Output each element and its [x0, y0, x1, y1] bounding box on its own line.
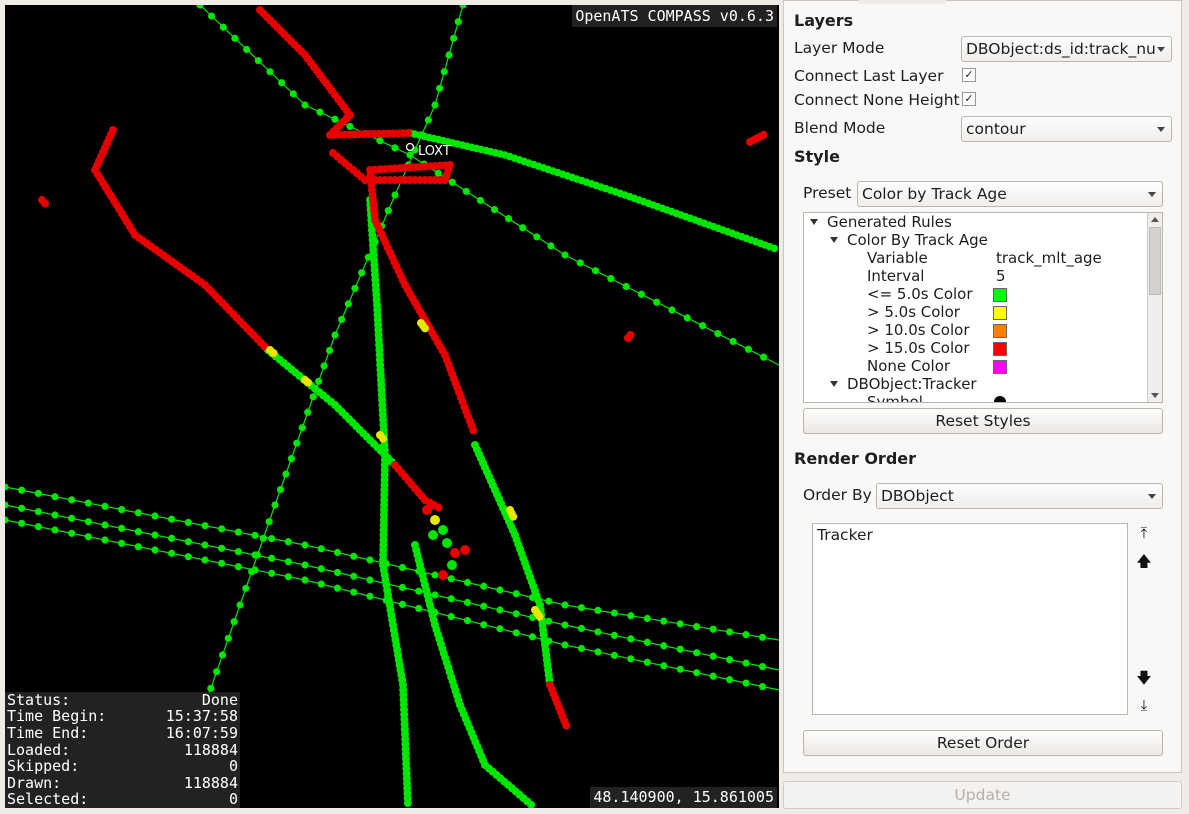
- track-green: [264, 346, 396, 466]
- chevron-down-icon: [1157, 127, 1165, 132]
- expand-arrow-icon[interactable]: [810, 219, 818, 225]
- tree-item-interval-value[interactable]: 5: [996, 267, 1006, 285]
- track-green-sparse: [5, 501, 779, 671]
- track-red: [256, 6, 413, 139]
- track-green-sparse: [204, 5, 467, 706]
- status-row: Time End: 16:07:59: [7, 724, 238, 743]
- track-yellow: [531, 606, 544, 621]
- tree-item-interval-label: Interval: [867, 267, 925, 285]
- track-green: [411, 541, 536, 808]
- tree-scrollbar[interactable]: [1147, 213, 1162, 402]
- scroll-up-icon[interactable]: [1151, 217, 1159, 222]
- preset-select[interactable]: Color by Track Age: [857, 181, 1163, 207]
- tree-item-color-by-track-age[interactable]: Color By Track Age: [847, 231, 988, 249]
- status-row: Selected: 0: [7, 790, 238, 808]
- scroll-down-icon[interactable]: [1151, 393, 1159, 398]
- layer-mode-value: DBObject:ds_id:track_nu: [966, 40, 1156, 58]
- tree-item-variable-value[interactable]: track_mlt_age: [996, 249, 1102, 267]
- track-yellow: [506, 506, 518, 521]
- order-by-select[interactable]: DBObject: [876, 483, 1163, 509]
- list-item[interactable]: Tracker: [817, 526, 873, 544]
- track-red: [624, 331, 635, 342]
- blend-mode-value: contour: [966, 120, 1026, 138]
- blend-mode-label: Blend Mode: [794, 119, 886, 137]
- app-title-overlay: OpenATS COMPASS v0.6.3: [572, 5, 777, 27]
- move-to-top-icon[interactable]: ⤒: [1140, 524, 1148, 542]
- layers-heading: Layers: [794, 11, 854, 30]
- track-red: [329, 149, 478, 435]
- connect-none-height-checkbox[interactable]: ✓: [962, 92, 976, 106]
- tree-item-symbol-label: Symbol: [867, 393, 923, 403]
- preset-value: Color by Track Age: [862, 185, 1007, 203]
- connect-none-height-label: Connect None Height: [794, 91, 960, 109]
- track-red: [746, 130, 768, 146]
- track-red: [546, 681, 571, 730]
- style-rules-tree[interactable]: Generated Rules Color By Track Age Varia…: [803, 212, 1163, 403]
- status-overlay: Status: Done Time Begin: 15:37:58 Time End…: [5, 692, 240, 808]
- tab-notch: [859, 0, 946, 4]
- waypoint-label: LOXT: [418, 144, 451, 159]
- preset-label: Preset: [803, 184, 852, 202]
- status-row: Status: Done: [7, 690, 238, 709]
- track-yellow: [301, 376, 312, 387]
- color-rule-label: <= 5.0s Color: [867, 285, 973, 303]
- track-red: [91, 126, 269, 351]
- scrollbar-thumb[interactable]: [1149, 227, 1161, 295]
- order-by-value: DBObject: [881, 487, 954, 505]
- update-button[interactable]: Update: [783, 781, 1182, 809]
- track-green: [406, 129, 779, 253]
- color-swatch[interactable]: [993, 360, 1007, 374]
- color-rule-label: > 15.0s Color: [867, 339, 970, 357]
- track-yellow: [266, 346, 278, 357]
- chevron-down-icon: [1148, 494, 1156, 499]
- track-green: [471, 441, 554, 684]
- track-green-sparse: [5, 483, 779, 641]
- expand-arrow-icon[interactable]: [830, 237, 838, 243]
- track-green-sparse: [196, 5, 779, 366]
- order-by-label: Order By: [803, 486, 872, 504]
- chevron-down-icon: [1157, 47, 1165, 52]
- settings-panel: Layers Layer Mode DBObject:ds_id:track_n…: [783, 0, 1182, 773]
- track-yellow: [376, 431, 387, 443]
- tree-item-dbobject-tracker[interactable]: DBObject:Tracker: [847, 375, 977, 393]
- symbol-circle-icon: [994, 396, 1006, 402]
- reset-order-button[interactable]: Reset Order: [803, 730, 1163, 756]
- move-down-icon[interactable]: 🡇: [1136, 669, 1152, 687]
- render-order-heading: Render Order: [794, 449, 917, 468]
- render-order-list[interactable]: Tracker: [812, 523, 1128, 715]
- color-swatch[interactable]: [993, 342, 1007, 356]
- chevron-down-icon: [1148, 192, 1156, 197]
- blend-mode-select[interactable]: contour: [961, 116, 1172, 142]
- track-yellow: [417, 319, 429, 333]
- track-cluster: [422, 505, 470, 580]
- status-row: Drawn: 118884: [7, 773, 238, 792]
- connect-last-layer-label: Connect Last Layer: [794, 67, 944, 85]
- status-row: Time Begin: 15:37:58: [7, 707, 238, 726]
- status-row: Skipped: 0: [7, 757, 238, 776]
- track-red: [391, 461, 443, 512]
- tree-item-generated-rules[interactable]: Generated Rules: [827, 213, 952, 231]
- move-up-icon[interactable]: 🡅: [1136, 552, 1152, 570]
- color-rule-label: > 10.0s Color: [867, 321, 970, 339]
- cursor-coordinates: 48.140900, 15.861005: [590, 787, 777, 808]
- color-rule-label: > 5.0s Color: [867, 303, 960, 321]
- color-swatch[interactable]: [993, 288, 1007, 302]
- waypoint-marker: [405, 142, 415, 152]
- connect-last-layer-checkbox[interactable]: ✓: [962, 68, 976, 82]
- color-rule-label: None Color: [867, 357, 951, 375]
- tree-item-variable-label: Variable: [867, 249, 928, 267]
- color-swatch[interactable]: [993, 306, 1007, 320]
- track-canvas[interactable]: LOXT: [5, 5, 779, 808]
- status-row: Loaded: 118884: [7, 740, 238, 759]
- map-view[interactable]: LOXT OpenATS COMPASS v0.6.3 48.140900, 1…: [5, 5, 779, 808]
- reset-styles-button[interactable]: Reset Styles: [803, 408, 1163, 434]
- style-heading: Style: [794, 147, 840, 166]
- expand-arrow-icon[interactable]: [830, 381, 838, 387]
- track-red: [38, 196, 49, 208]
- move-to-bottom-icon[interactable]: ⤓: [1140, 696, 1148, 714]
- layer-mode-label: Layer Mode: [794, 39, 885, 57]
- layer-mode-select[interactable]: DBObject:ds_id:track_nu: [961, 36, 1172, 62]
- color-swatch[interactable]: [993, 324, 1007, 338]
